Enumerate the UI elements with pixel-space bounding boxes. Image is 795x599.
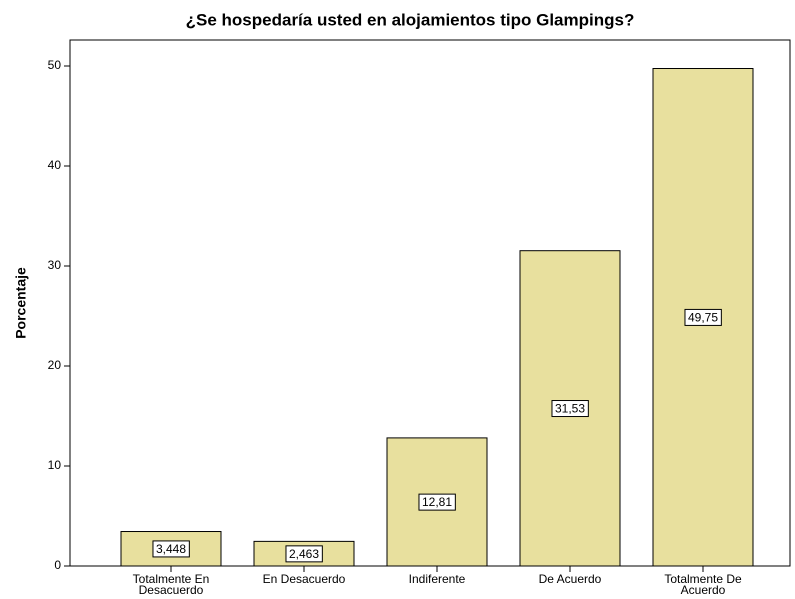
value-label: 2,463 bbox=[289, 547, 319, 561]
value-label-box bbox=[551, 400, 589, 418]
x-tick-label: Totalmente En Desacuerdo bbox=[133, 572, 210, 597]
x-tick-label: De Acuerdo bbox=[539, 572, 602, 586]
y-tick-label: 0 bbox=[54, 558, 61, 572]
value-label-box bbox=[684, 308, 722, 326]
value-label-box bbox=[285, 545, 323, 563]
value-label: 49,75 bbox=[688, 310, 718, 324]
y-tick-label: 50 bbox=[48, 58, 62, 72]
y-tick-label: 10 bbox=[48, 458, 62, 472]
y-axis-label: Porcentaje bbox=[13, 267, 29, 339]
value-label: 31,53 bbox=[555, 402, 585, 416]
value-label-box bbox=[152, 540, 190, 558]
x-tick-label: Totalmente De Acuerdo bbox=[664, 572, 742, 597]
y-tick-label: 20 bbox=[48, 358, 62, 372]
value-label: 12,81 bbox=[422, 495, 452, 509]
x-tick-label: En Desacuerdo bbox=[263, 572, 346, 586]
y-tick-label: 30 bbox=[48, 258, 62, 272]
y-tick-label: 40 bbox=[48, 158, 62, 172]
chart-title: ¿Se hospedaría usted en alojamientos tip… bbox=[186, 10, 635, 29]
value-label: 3,448 bbox=[156, 542, 186, 556]
x-tick-label: Indiferente bbox=[409, 572, 466, 586]
value-label-box bbox=[418, 493, 456, 511]
